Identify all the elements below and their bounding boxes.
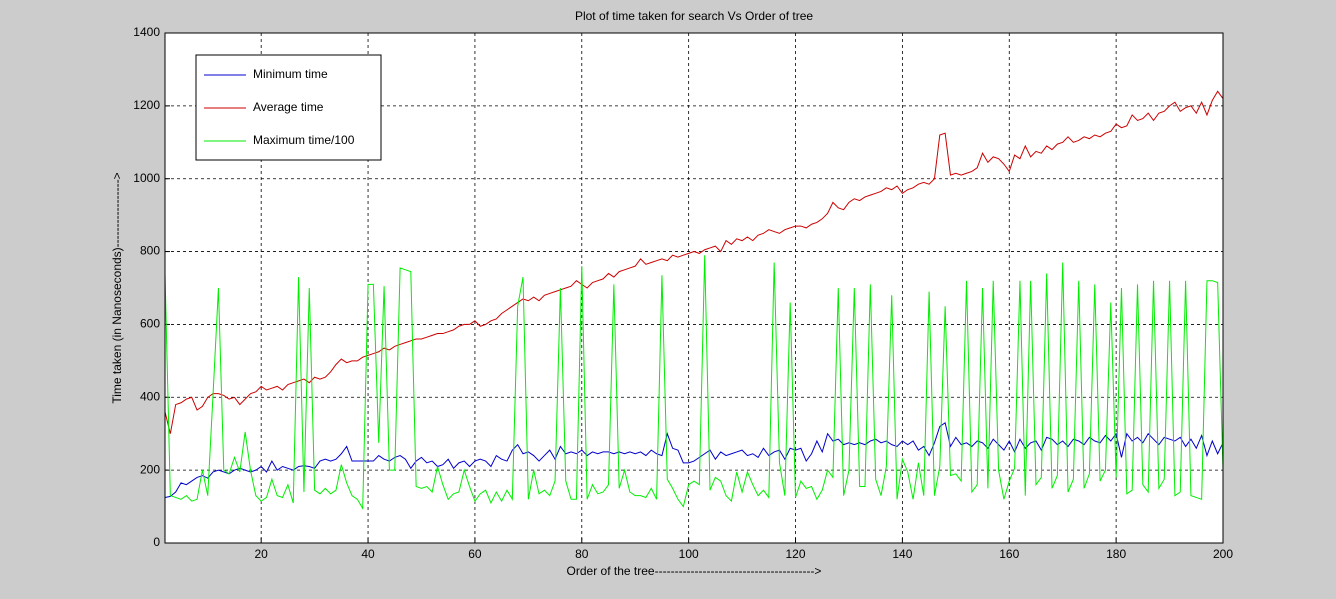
x-tick-label: 40	[361, 547, 375, 561]
legend-label: Average time	[253, 100, 324, 114]
x-tick-label: 180	[1106, 547, 1126, 561]
y-tick-label: 1400	[133, 25, 160, 39]
plot-border	[164, 32, 1224, 544]
y-tick-label: 1200	[133, 98, 160, 112]
x-tick-label: 60	[468, 547, 482, 561]
y-tick-label: 800	[140, 244, 160, 258]
y-tick-label: 400	[140, 389, 160, 403]
y-tick-label: 200	[140, 462, 160, 476]
x-tick-label: 80	[575, 547, 589, 561]
legend-label: Minimum time	[253, 67, 328, 81]
y-axis-label: Time taken (in Nanoseconds)-------------…	[110, 172, 124, 403]
x-axis-label: Order of the tree-----------------------…	[567, 564, 822, 578]
x-tick-label: 140	[892, 547, 912, 561]
legend-label: Maximum time/100	[253, 133, 355, 147]
series-line	[164, 255, 1224, 511]
x-tick-label: 20	[255, 547, 269, 561]
chart-title: Plot of time taken for search Vs Order o…	[575, 9, 813, 23]
series-line	[164, 90, 1224, 434]
x-tick-label: 160	[999, 547, 1019, 561]
x-tick-label: 120	[786, 547, 806, 561]
x-tick-label: 100	[679, 547, 699, 561]
x-tick-label: 200	[1213, 547, 1233, 561]
y-tick-label: 1000	[133, 171, 160, 185]
series-line	[164, 421, 1224, 498]
y-tick-label: 0	[153, 535, 160, 549]
y-tick-label: 600	[140, 317, 160, 331]
